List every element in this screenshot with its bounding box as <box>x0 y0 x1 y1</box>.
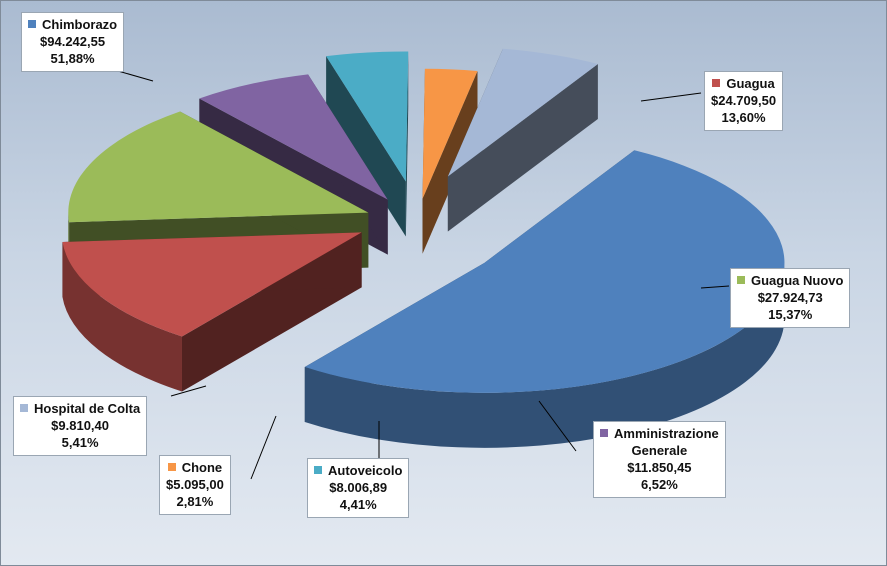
data-label-guagua-nuovo: Guagua Nuovo $27.924,73 15,37% <box>730 268 851 328</box>
label-percent: 51,88% <box>50 51 95 66</box>
pie-slice-top <box>447 48 598 177</box>
label-name: Hospital de Colta <box>34 401 141 416</box>
pie-slice-top <box>422 68 478 199</box>
data-label-amministrazione-generale: Amministrazione Generale $11.850,45 6,52… <box>593 421 726 498</box>
pie-slice-top <box>326 51 409 182</box>
label-value: $11.850,45 <box>627 460 692 475</box>
data-label-chone: Chone $5.095,00 2,81% <box>159 455 231 515</box>
pie-slice-guagua <box>62 232 362 392</box>
label-percent: 4,41% <box>339 497 377 512</box>
data-label-guagua: Guagua $24.709,50 13,60% <box>704 71 784 131</box>
label-name: Guagua <box>726 76 775 91</box>
label-value: $5.095,00 <box>166 477 224 492</box>
label-value: $9.810,40 <box>51 418 110 433</box>
label-value: $24.709,50 <box>711 93 777 108</box>
label-name: Autoveicolo <box>328 463 403 478</box>
label-percent: 5,41% <box>61 435 99 450</box>
pie-slice-wall <box>447 63 598 232</box>
leader-line-chimborazo <box>117 70 154 82</box>
pie-slice-top <box>68 111 369 223</box>
pie-slice-top <box>62 232 362 337</box>
data-label-chimborazo: Chimborazo $94.242,55 51,88% <box>21 12 125 72</box>
legend-key-guagua-nuovo <box>737 276 745 284</box>
legend-key-amministrazione-generale <box>600 429 608 437</box>
label-percent: 6,52% <box>640 477 678 492</box>
label-name-line2: Generale <box>631 443 688 458</box>
pie-slice-hospital-de-colta <box>447 48 598 232</box>
legend-key-hospital-de-colta <box>20 404 28 412</box>
label-name-line1: Amministrazione <box>614 426 719 441</box>
pie-slice-wall <box>326 56 406 237</box>
leader-line-guagua-nuovo <box>700 285 730 289</box>
label-value: $8.006,89 <box>329 480 388 495</box>
leader-line-guagua <box>640 92 702 102</box>
legend-key-guagua <box>712 79 721 87</box>
label-name: Chone <box>181 460 223 475</box>
data-label-hospital-de-colta: Hospital de Colta $9.810,40 5,41% <box>13 396 148 456</box>
leader-line-chone <box>250 415 277 480</box>
leader-line-hospital-de-colta <box>170 385 207 397</box>
legend-key-chone <box>167 463 176 471</box>
leader-line-amministrazione-generale <box>538 400 577 452</box>
pie-slice-top <box>304 150 785 393</box>
pie-slice-chone <box>422 68 478 254</box>
label-value: $94.242,55 <box>40 34 106 49</box>
label-name: Chimborazo <box>42 17 118 32</box>
pie-slice-side <box>62 242 182 392</box>
pie-slice-wall <box>422 70 478 254</box>
pie-slice-autoveicolo <box>326 51 409 237</box>
pie-slice-chimborazo <box>304 150 785 448</box>
label-percent: 13,60% <box>721 110 766 125</box>
pie-slice-side <box>304 262 785 448</box>
legend-key-chimborazo <box>28 20 36 28</box>
data-label-autoveicolo: Autoveicolo $8.006,89 4,41% <box>307 458 410 518</box>
label-percent: 2,81% <box>176 494 214 509</box>
pie-slice-top <box>199 74 388 200</box>
label-value: $27.924,73 <box>757 290 823 305</box>
legend-key-autoveicolo <box>314 466 322 474</box>
pie-slice-wall <box>405 51 409 237</box>
label-name: Guagua Nuovo <box>751 273 844 288</box>
label-percent: 15,37% <box>768 307 813 322</box>
